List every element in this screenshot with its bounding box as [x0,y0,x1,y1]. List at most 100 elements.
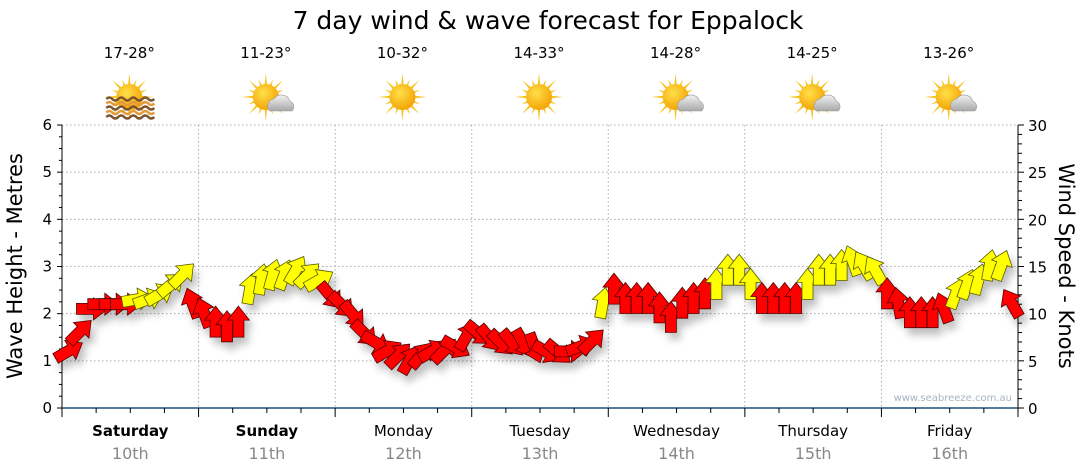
temperature-range: 14-33° [513,44,564,62]
y-tick-label-left: 0 [42,399,52,417]
y-tick-label-right: 25 [1028,164,1047,182]
sun-ray [788,95,802,99]
day-label: Saturday [92,422,169,440]
sun-ray [810,107,814,121]
cloud [677,94,704,112]
cloud [813,94,841,112]
sun-ray [537,73,541,87]
sun-disc [526,84,552,110]
sun-ray [674,73,677,87]
temperature-range: 13-26° [923,44,974,62]
temperature-range: 10-32° [377,44,428,62]
wind-arrow [576,329,604,357]
sun-ray [795,80,806,91]
date-label: 14th [658,444,695,463]
temperature-range: 11-23° [240,44,291,62]
y-axis-right-label: Wind Speed - Knots [1054,163,1078,368]
wind-arrow [990,249,1013,283]
day-label: Tuesday [508,422,570,440]
day-label: Thursday [777,422,848,440]
date-label: 12th [385,444,422,463]
sun-haze-icon [105,73,156,121]
cloud [267,94,294,112]
chart-title: 7 day wind & wave forecast for Eppalock [293,6,804,35]
sun-ray [931,103,942,114]
sun-ray [264,73,268,87]
sun-cloud-icon [241,73,294,121]
sun-ray [658,80,669,91]
watermark: www.seabreeze.com.au [894,393,1012,404]
wind-arrow [52,339,83,364]
sun-ray [241,95,255,99]
sun-ray [112,80,123,91]
y-tick-label-left: 5 [42,163,52,181]
sun-cloud-icon [788,73,841,121]
wind-arrow [192,297,215,330]
sun-cloud-icon [651,73,704,121]
cloud [950,94,977,112]
sun-ray [401,73,404,87]
sun-ray [136,80,147,91]
sun-ray [682,80,693,91]
y-tick-label-right: 0 [1028,400,1038,418]
sun-ray [385,103,396,114]
y-tick-label-right: 5 [1028,353,1038,371]
arrow-layer [52,245,1025,377]
y-axis-left-label: Wave Height - Metres [3,153,27,379]
date-label: 13th [522,444,559,463]
wind-arrow [167,263,194,291]
y-tick-label-left: 3 [42,258,52,276]
sun-ray [272,80,283,91]
sun-ray [522,103,533,114]
sun-ray [378,95,392,99]
haze-wave [105,100,156,107]
y-tick-label-left: 2 [42,305,52,323]
y-tick-label-left: 1 [42,352,52,370]
haze-wave [105,105,156,111]
sun-ray [818,80,830,91]
sun-ray [931,80,942,91]
sun-ray [127,73,131,87]
wind-arrows [52,245,1025,377]
temperature-range: 14-25° [787,44,838,62]
sun-cloud-icon [924,73,977,121]
sun-ray [537,107,541,121]
sun-ray [105,95,119,99]
wind-arrow [1000,288,1025,320]
date-label: 10th [112,444,149,463]
y-tick-label-right: 20 [1028,211,1047,229]
y-tick-label-left: 6 [42,116,52,134]
wind-arrow [64,320,92,347]
sun-disc [389,84,416,110]
sun-icon [378,73,427,121]
sun-ray [955,80,966,91]
date-label: 15th [795,444,832,463]
sun-ray [413,95,427,99]
day-label: Monday [374,422,433,440]
wind-arrow [226,305,251,338]
temperature-range: 17-28° [104,44,155,62]
date-label: 11th [248,444,285,463]
sun-ray [924,95,938,99]
sun-ray [545,103,556,114]
sun-ray [248,80,260,91]
y-tick-label-right: 30 [1028,117,1047,135]
axes: 0 1 2 3 4 5 6 0 5 10 15 20 25 30 Saturday 10th Sunday 11t… [42,116,1047,463]
sun-ray [385,80,396,91]
sun-ray [658,103,669,114]
temperature-range: 14-28° [650,44,701,62]
haze-wave [105,114,156,120]
sun-ray [515,95,529,99]
day-label: Wednesday [633,422,720,440]
sun-ray [409,103,420,114]
y-tick-label-right: 10 [1028,306,1047,324]
sun-ray [545,80,556,91]
sun-ray [522,80,533,91]
date-label: 16th [931,444,968,463]
haze-wave [105,109,156,116]
day-label: Friday [927,422,973,440]
sun-ray [674,107,677,121]
sun-ray [401,107,404,121]
sun-ray [264,107,268,121]
